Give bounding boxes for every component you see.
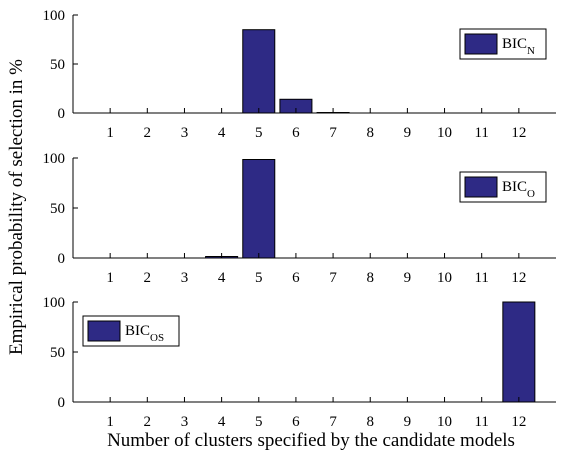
x-tick-label: 2: [144, 270, 152, 286]
legend: BICN: [459, 28, 547, 60]
x-tick-label: 1: [106, 125, 114, 141]
bar-5: [242, 159, 276, 259]
bar-12: [502, 301, 536, 403]
y-tick-label: 50: [50, 201, 65, 217]
legend: BICOS: [82, 315, 180, 347]
x-tick-label: 1: [106, 414, 114, 430]
legend-swatch: [464, 33, 498, 55]
x-tick-label: 7: [329, 414, 337, 430]
x-tick-label: 10: [437, 125, 452, 141]
x-tick-label: 8: [366, 125, 374, 141]
x-tick-label: 12: [511, 270, 526, 286]
y-axis-label: Empirical probability of selection in %: [6, 59, 27, 355]
y-tick-label: 50: [50, 57, 65, 73]
legend-label: BICN: [502, 36, 535, 57]
legend-label: BICO: [502, 179, 535, 200]
x-tick-label: 9: [404, 414, 412, 430]
legend: BICO: [459, 171, 547, 203]
x-tick-label: 1: [106, 270, 114, 286]
x-tick-label: 6: [292, 125, 300, 141]
y-tick-label: 100: [43, 295, 66, 311]
legend-swatch: [464, 176, 498, 198]
y-tick-label: 100: [43, 151, 66, 167]
x-tick-label: 3: [181, 414, 189, 430]
x-tick-label: 8: [366, 270, 374, 286]
x-tick-label: 4: [218, 125, 226, 141]
x-tick-label: 3: [181, 270, 189, 286]
x-tick-label: 9: [404, 270, 412, 286]
x-tick-label: 6: [292, 414, 300, 430]
x-tick-label: 7: [329, 270, 337, 286]
bar-5: [242, 29, 276, 114]
x-tick-label: 12: [511, 414, 526, 430]
x-tick-label: 2: [144, 125, 152, 141]
x-tick-label: 3: [181, 125, 189, 141]
y-tick-label: 100: [43, 8, 66, 24]
x-axis-label: Number of clusters specified by the cand…: [107, 430, 515, 451]
y-tick-label: 0: [58, 251, 66, 267]
y-tick-label: 0: [58, 106, 66, 122]
x-tick-label: 9: [404, 125, 412, 141]
x-tick-label: 5: [255, 270, 263, 286]
x-tick-label: 10: [437, 270, 452, 286]
x-tick-label: 11: [474, 270, 488, 286]
x-tick-label: 12: [511, 125, 526, 141]
x-tick-label: 6: [292, 270, 300, 286]
x-tick-label: 7: [329, 125, 337, 141]
x-tick-label: 11: [474, 125, 488, 141]
legend-swatch: [87, 320, 121, 342]
y-tick-label: 0: [58, 395, 66, 411]
x-tick-label: 10: [437, 414, 452, 430]
x-tick-label: 8: [366, 414, 374, 430]
legend-label: BICOS: [125, 323, 164, 344]
x-tick-label: 4: [218, 270, 226, 286]
y-tick-label: 50: [50, 345, 65, 361]
x-tick-label: 11: [474, 414, 488, 430]
x-tick-label: 5: [255, 414, 263, 430]
x-tick-label: 2: [144, 414, 152, 430]
x-tick-label: 4: [218, 414, 226, 430]
x-tick-label: 5: [255, 125, 263, 141]
